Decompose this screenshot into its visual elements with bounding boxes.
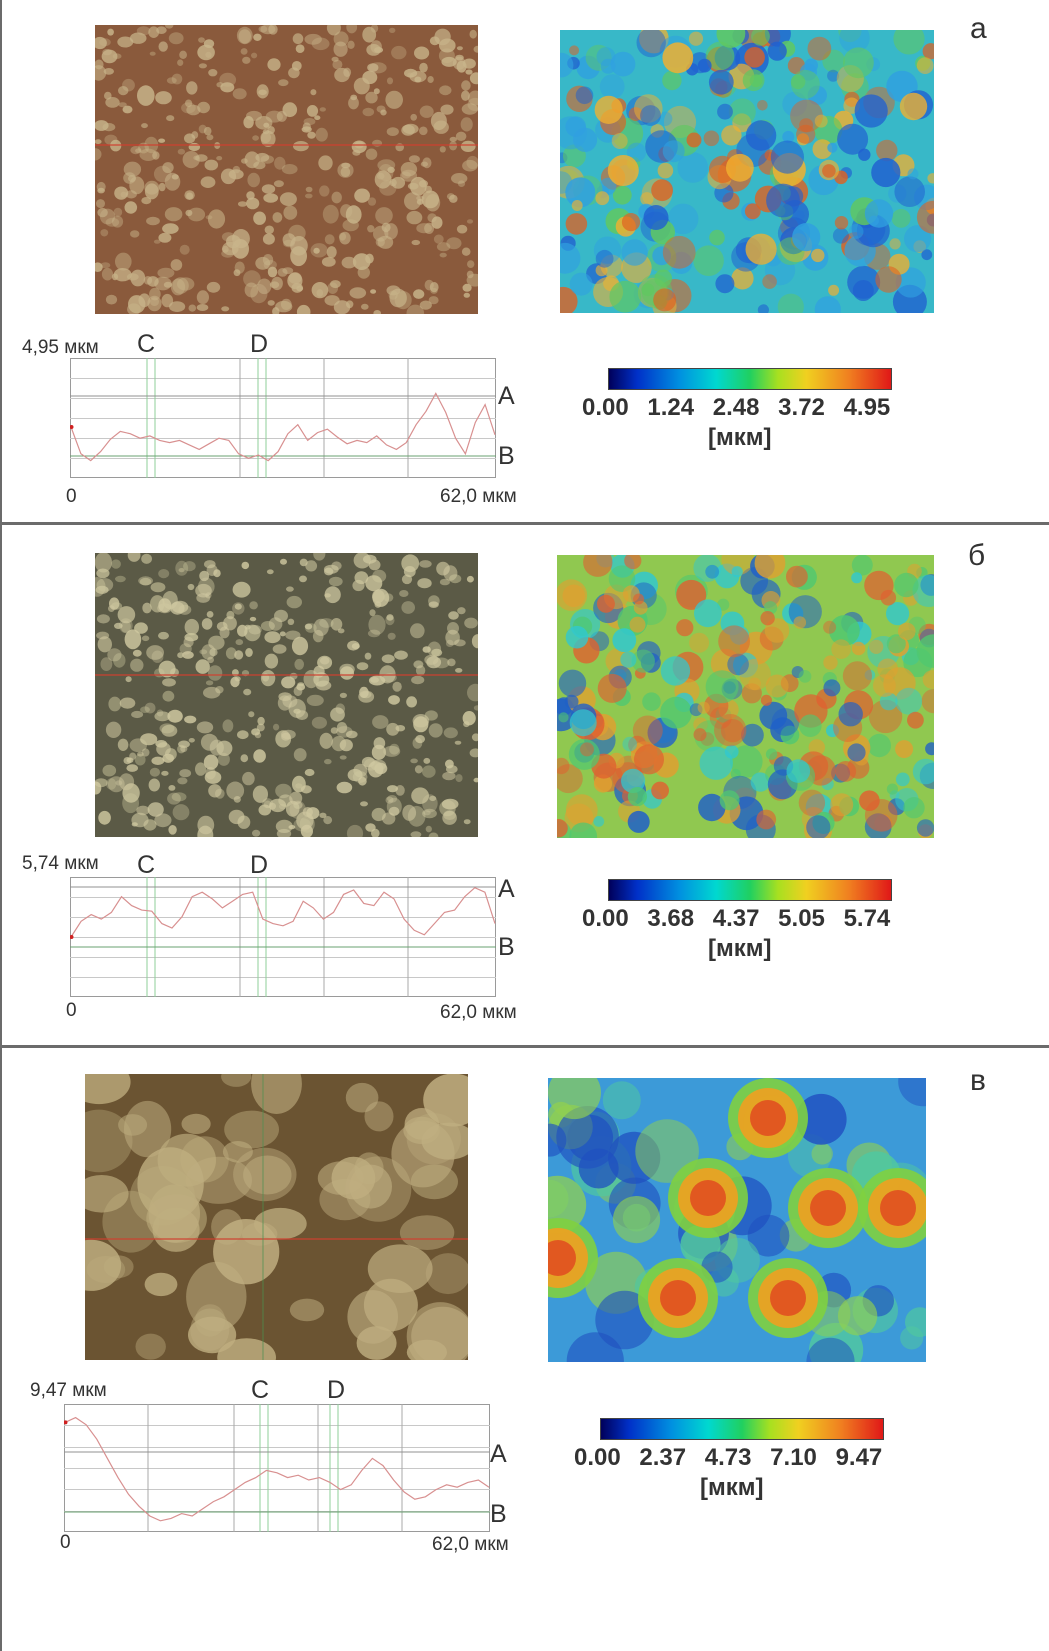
marker-d-label: D: [327, 1376, 346, 1404]
profile-max-label: 5,74 мкм: [22, 853, 99, 874]
colorbar-tick: 0.00: [582, 905, 629, 932]
profile-line: [70, 886, 496, 938]
colorbar-tick: 4.73: [704, 1444, 752, 1471]
profile-start-point: [69, 935, 74, 939]
colorbar-tick-labels: 0.00 2.37 4.73 7.10 9.47: [574, 1444, 882, 1472]
panel-letter: a: [970, 12, 987, 45]
x-axis-start: 0: [60, 1532, 71, 1553]
profile-max-label: 4,95 мкм: [22, 337, 99, 358]
panel-a: a 4,95 мкм C D A B 0 62,0 мкм 0.00 1.24 …: [0, 0, 1049, 522]
panel-divider: [0, 522, 1049, 525]
profile-start-point: [63, 1420, 68, 1425]
line-b-label: B: [498, 442, 515, 470]
marker-d-label: D: [250, 330, 269, 358]
line-a-label: A: [498, 382, 515, 410]
colorbar-unit: [мкм]: [708, 935, 772, 962]
profile-chart: [69, 358, 496, 478]
marker-d-label: D: [250, 851, 269, 879]
frame-edge: [0, 1048, 2, 1651]
colorbar-tick: 4.37: [712, 905, 760, 932]
colorbar-tick-labels: 0.00 3.68 4.37 5.05 5.74: [582, 905, 890, 933]
height-map: [548, 1078, 926, 1362]
panel-c: в 9,47 мкм C D A B 0 62,0 мкм 0.00 2.37 …: [0, 1048, 1049, 1651]
profile-start-point: [69, 425, 74, 429]
x-axis-end: 62,0 мкм: [440, 1002, 517, 1023]
colorbar-tick-labels: 0.00 1.24 2.48 3.72 4.95: [582, 394, 890, 422]
x-axis-start: 0: [66, 1000, 77, 1021]
line-b-label: B: [490, 1500, 507, 1528]
micrograph-photo: [85, 1074, 468, 1360]
height-map: [557, 555, 934, 838]
colorbar: [608, 879, 892, 901]
colorbar-tick: 7.10: [770, 1444, 817, 1471]
colorbar-unit: [мкм]: [708, 424, 772, 451]
line-b-label: B: [498, 933, 515, 961]
x-axis-end: 62,0 мкм: [432, 1534, 509, 1555]
colorbar-tick: 5.05: [778, 905, 825, 932]
panel-letter: в: [970, 1064, 986, 1097]
colorbar-tick: 9.47: [835, 1444, 883, 1471]
colorbar-tick: 3.72: [778, 394, 825, 421]
colorbar-tick: 3.68: [647, 905, 695, 932]
colorbar: [600, 1418, 884, 1440]
profile-line: [64, 1416, 490, 1522]
marker-c-label: C: [137, 330, 156, 358]
colorbar: [608, 368, 892, 390]
panel-letter: б: [968, 539, 986, 572]
profile-chart: [69, 877, 496, 997]
x-axis-start: 0: [66, 486, 77, 507]
frame-edge: [0, 0, 2, 522]
colorbar-tick: 2.37: [639, 1444, 687, 1471]
height-map: [560, 30, 934, 313]
micrograph-photo: [95, 25, 478, 314]
micrograph-photo: [95, 553, 478, 837]
colorbar-unit: [мкм]: [700, 1474, 764, 1501]
panel-divider: [0, 1045, 1049, 1048]
colorbar-tick: 2.48: [712, 394, 760, 421]
colorbar-tick: 5.74: [843, 905, 891, 932]
line-a-label: A: [498, 875, 515, 903]
colorbar-tick: 0.00: [582, 394, 629, 421]
marker-c-label: C: [251, 1376, 270, 1404]
x-axis-end: 62,0 мкм: [440, 486, 517, 507]
marker-c-label: C: [137, 851, 156, 879]
colorbar-tick: 4.95: [843, 394, 891, 421]
line-a-label: A: [490, 1440, 507, 1468]
profile-chart: [63, 1404, 490, 1532]
profile-max-label: 9,47 мкм: [30, 1380, 107, 1401]
panel-b: б 5,74 мкм C D A B 0 62,0 мкм 0.00 3.68 …: [0, 525, 1049, 1045]
colorbar-tick: 1.24: [647, 394, 695, 421]
colorbar-tick: 0.00: [574, 1444, 621, 1471]
profile-line: [70, 392, 496, 462]
frame-edge: [0, 525, 2, 1045]
